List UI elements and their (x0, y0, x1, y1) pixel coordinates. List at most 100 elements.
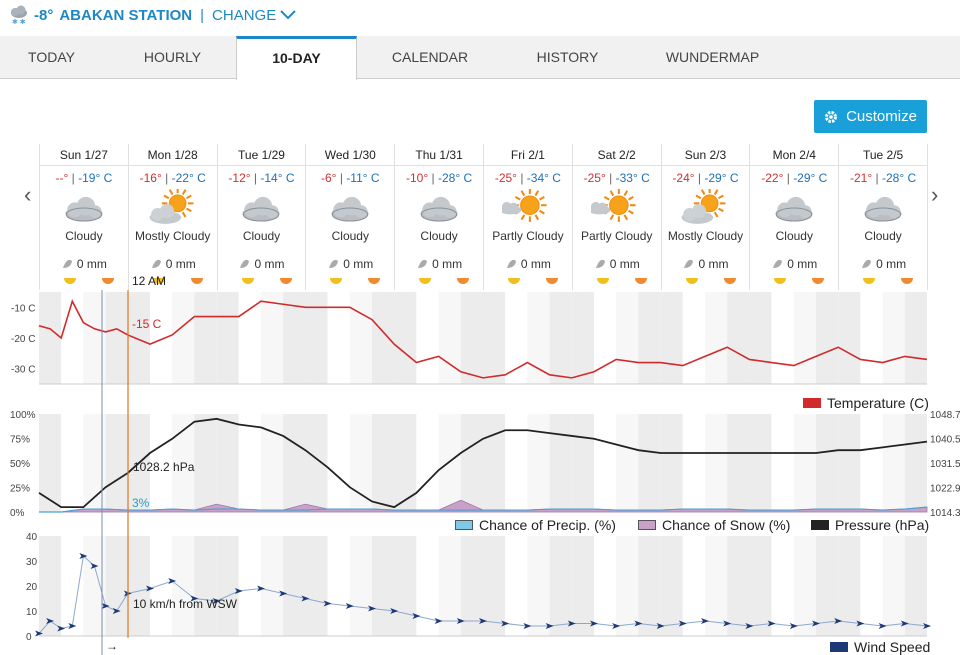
legend-snow-label: Chance of Snow (%) (662, 517, 791, 533)
wind-y-tick: 30 (26, 557, 38, 568)
low-temp: -29° C (704, 171, 739, 185)
wind-arrow-icon (767, 620, 776, 627)
night-band (438, 536, 461, 636)
night-band (372, 536, 395, 636)
cursor-wind-label: 10 km/h from WSW (133, 597, 238, 611)
wind-arrow-icon (434, 618, 443, 624)
next-days-arrow-icon[interactable]: › (931, 182, 939, 207)
day-column[interactable]: Wed 1/30 -6° | -11° C Cloudy 0 mm (305, 144, 395, 290)
night-band (571, 536, 594, 636)
wind-arrow-icon (745, 623, 754, 629)
change-location-link[interactable]: CHANGE (212, 6, 277, 24)
precip-amount: 0 mm (787, 257, 818, 271)
low-temp: -28° C (437, 171, 473, 185)
day-date: Tue 2/5 (839, 144, 927, 166)
sun-moon-markers (662, 271, 750, 284)
night-band (438, 414, 461, 512)
night-band (904, 292, 927, 384)
night-band (39, 414, 62, 512)
night-band (327, 414, 350, 512)
high-temp: -12° (228, 171, 251, 185)
night-band (261, 536, 284, 636)
wind-arrow-icon (812, 620, 820, 627)
legend-wind[interactable]: Wind Speed (830, 639, 930, 655)
low-temp: -29° C (793, 171, 828, 185)
temp-y-tick: -20 C (11, 334, 35, 345)
day-column[interactable]: Sun 2/3 -24° | -29° C Mostly Cloudy 0 mm (660, 144, 750, 290)
night-band (749, 414, 772, 512)
wind-arrow-icon (590, 620, 598, 627)
night-band (349, 292, 372, 384)
legend-precip[interactable]: Chance of Precip. (%) (455, 517, 616, 533)
day-temps: -12° | -14° C (228, 171, 295, 185)
legend-temperature[interactable]: Temperature (C) (803, 395, 929, 411)
wind-arrow-icon (190, 595, 199, 602)
night-band (105, 414, 128, 512)
prev-days-arrow-icon[interactable]: ‹ (24, 182, 32, 207)
tab-history[interactable]: HISTORY (536, 49, 599, 65)
night-band (172, 292, 195, 384)
night-band (194, 292, 217, 384)
wind-arrow-icon (545, 623, 554, 629)
sun-moon-markers (218, 271, 306, 284)
day-column[interactable]: Thu 1/31 -10° | -28° C Cloudy 0 mm (394, 144, 483, 290)
night-band (660, 414, 683, 512)
night-band (860, 536, 883, 636)
tab-wundermap[interactable]: WUNDERMAP (665, 49, 760, 65)
wind-direction-icon: → (106, 639, 118, 653)
cursor-temp-label: -15 C (132, 317, 162, 331)
night-band (816, 292, 839, 384)
wind-y-tick: 40 (26, 532, 38, 543)
raindrop-icon (773, 259, 783, 268)
wind-arrow-icon (146, 585, 154, 592)
cloudy-icon (40, 189, 128, 227)
tab-hourly[interactable]: HOURLY (143, 49, 202, 65)
night-band (904, 536, 927, 636)
high-temp: -24° (672, 171, 695, 185)
day-column[interactable]: Fri 2/1 -25° | -34° C Partly Cloudy 0 mm (483, 144, 572, 290)
wind-arrow-icon (834, 618, 843, 624)
high-temp: -16° (139, 171, 162, 185)
customize-button[interactable]: Customize (814, 100, 927, 133)
night-band (127, 292, 150, 384)
day-column[interactable]: Sun 1/27 --° | -19° C Cloudy 0 mm (39, 144, 128, 290)
tab-10-day[interactable]: 10-DAY (236, 36, 357, 80)
night-band (83, 414, 106, 512)
night-band (150, 536, 173, 636)
tab-calendar[interactable]: CALENDAR (391, 49, 469, 65)
night-band (83, 292, 106, 384)
night-band (150, 292, 173, 384)
night-band (150, 414, 173, 512)
night-band (571, 292, 594, 384)
raindrop-icon (595, 259, 605, 268)
night-band (771, 414, 794, 512)
legend-pressure[interactable]: Pressure (hPa) (811, 517, 929, 533)
day-column[interactable]: Tue 2/5 -21° | -28° C Cloudy 0 mm (838, 144, 927, 290)
precip-amount: 0 mm (343, 257, 374, 271)
station-name[interactable]: ABAKAN STATION (59, 6, 193, 24)
wind-arrow-icon (523, 623, 532, 629)
night-band (39, 292, 62, 384)
chevron-down-icon[interactable] (280, 10, 296, 20)
tab-today[interactable]: TODAY (28, 49, 75, 65)
wind-arrow-icon (68, 623, 77, 629)
day-column[interactable]: Sat 2/2 -25° | -33° C Partly Cloudy 0 mm (571, 144, 661, 290)
day-column[interactable]: Mon 2/4 -22° | -29° C Cloudy 0 mm (749, 144, 839, 290)
legend-snow[interactable]: Chance of Snow (%) (638, 517, 790, 533)
night-band (616, 292, 639, 384)
day-precip: 0 mm (40, 257, 128, 271)
day-date: Tue 1/29 (217, 144, 306, 166)
sun-moon-markers (750, 271, 838, 284)
precip-amount: 0 mm (165, 257, 196, 271)
wind-arrow-icon (79, 553, 88, 559)
day-precip: 0 mm (750, 257, 838, 271)
night-band (594, 536, 617, 636)
wind-arrow-icon (234, 588, 243, 594)
day-column[interactable]: Tue 1/29 -12° | -14° C Cloudy 0 mm (216, 144, 306, 290)
night-band (216, 414, 239, 512)
night-band (327, 292, 350, 384)
raindrop-icon (684, 259, 694, 268)
high-temp: -21° (850, 171, 873, 185)
day-column[interactable]: Mon 1/28 -16° | -22° C Mostly Cloudy 0 mm (127, 144, 217, 290)
raindrop-icon (329, 259, 339, 268)
